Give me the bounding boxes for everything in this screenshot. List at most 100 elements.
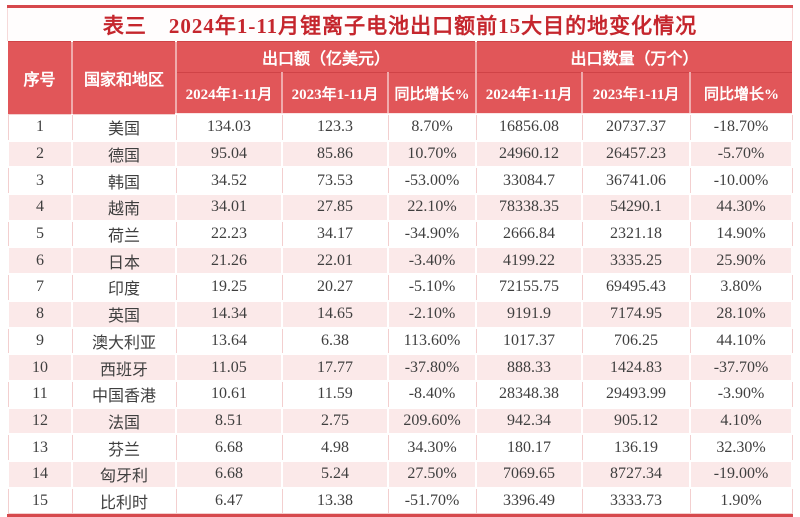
cell-value-2023: 73.53 [281,166,389,195]
cell-rank: 11 [7,380,73,409]
header-value-yoy: 同比增长% [386,72,477,115]
cell-value-2024: 8.51 [175,406,283,436]
cell-qty-2023: 7174.95 [581,299,692,329]
cell-value-2024: 34.52 [175,166,283,195]
cell-qty-yoy: -5.70% [689,139,794,169]
cell-qty-yoy: 44.30% [689,193,794,222]
cell-qty-yoy: 32.30% [689,433,793,462]
cell-qty-yoy: -18.70% [689,113,793,142]
table-row: 11 中国香港 10.61 11.59 -8.40% 28348.38 29493.99 -3… [7,380,793,409]
cell-country: 荷兰 [71,220,177,248]
cell-value-yoy: -51.70% [387,487,477,515]
cell-qty-2023: 8727.34 [581,459,692,489]
header-qty-2024: 2024年1-11月 [475,72,583,115]
cell-qty-2023: 1424.83 [581,353,692,382]
table-row: 15 比利时 6.47 13.38 -51.70% 3396.49 3333.73 1.90% [7,487,793,515]
table-row: 7 印度 19.25 20.27 -5.10% 72155.75 69495.43 3.80% [7,273,793,302]
cell-value-2023: 17.77 [281,353,389,382]
cell-qty-yoy: 4.10% [689,406,794,436]
cell-rank: 8 [7,299,73,329]
export-destinations-table: 序号 国家和地区 出口额（亿美元） 出口数量（万个） 2024年1-11月 20… [7,41,794,515]
cell-qty-yoy: 44.10% [689,327,793,355]
header-value-2024: 2024年1-11月 [175,72,282,115]
cell-qty-2024: 2666.84 [475,220,583,248]
cell-qty-2024: 33084.7 [475,166,583,195]
header-rank: 序号 [8,41,72,114]
cell-qty-2024: 9191.9 [475,299,584,329]
table-row: 13 芬兰 6.68 4.98 34.30% 180.17 136.19 32.30% [7,433,793,462]
cell-qty-2024: 24960.12 [475,139,584,169]
cell-qty-2023: 706.25 [581,327,691,355]
table-row: 4 越南 34.01 27.85 22.10% 78338.35 54290.1 44.30% [7,193,794,222]
cell-rank: 2 [7,139,73,169]
cell-value-yoy: -2.10% [386,299,478,329]
cell-country: 澳大利亚 [71,327,177,355]
cell-rank: 4 [7,193,73,222]
cell-qty-yoy: 28.10% [689,299,794,329]
cell-value-2024: 11.05 [175,353,283,382]
cell-country: 中国香港 [71,380,177,409]
cell-qty-yoy: 1.90% [689,487,793,515]
table-row: 5 荷兰 22.23 34.17 -34.90% 2666.84 2321.18 14.90% [7,220,793,248]
cell-qty-yoy: -10.00% [689,166,793,195]
cell-qty-2024: 16856.08 [475,113,583,142]
cell-qty-2023: 69495.43 [581,273,691,302]
cell-qty-2023: 20737.37 [581,113,691,142]
cell-country: 印度 [71,273,177,302]
cell-qty-2024: 942.34 [475,406,584,436]
cell-value-2024: 21.26 [175,246,283,276]
cell-rank: 15 [7,487,73,515]
table-row: 1 美国 134.03 123.3 8.70% 16856.08 20737.37 -18.7… [7,113,793,142]
header-group-export-value: 出口额（亿美元） [174,41,477,73]
cell-country: 日本 [71,246,177,276]
header-qty-yoy: 同比增长% [689,72,793,115]
cell-value-2024: 22.23 [175,220,283,248]
cell-value-2023: 6.38 [281,327,389,355]
cell-value-2023: 4.98 [281,433,389,462]
cell-qty-yoy: 25.90% [689,246,794,276]
cell-value-yoy: 27.50% [386,459,478,489]
cell-qty-yoy: 14.90% [689,220,793,248]
cell-country: 匈牙利 [71,459,177,489]
cell-value-2023: 123.3 [281,113,389,142]
cell-value-2023: 2.75 [281,406,389,436]
cell-value-yoy: -34.90% [387,220,477,248]
cell-value-2024: 13.64 [175,327,283,355]
cell-qty-2023: 26457.23 [581,139,692,169]
cell-qty-2023: 136.19 [581,433,691,462]
cell-qty-2023: 29493.99 [581,380,691,409]
cell-qty-2024: 1017.37 [475,327,583,355]
header-group-export-quantity: 出口数量（万个） [475,41,793,73]
cell-rank: 7 [7,273,73,302]
cell-rank: 12 [7,406,73,436]
cell-value-yoy: 8.70% [387,113,477,142]
cell-qty-2024: 72155.75 [475,273,583,302]
cell-qty-2023: 2321.18 [581,220,691,248]
table-row: 12 法国 8.51 2.75 209.60% 942.34 905.12 4.10% [7,406,794,436]
cell-rank: 13 [7,433,73,462]
table-frame: 表三 2024年1-11月锂离子电池出口额前15大目的地变化情况 序号 国家和地… [7,5,794,517]
cell-value-yoy: -53.00% [387,166,477,195]
table-row: 3 韩国 34.52 73.53 -53.00% 33084.7 36741.06 -10.0… [7,166,793,195]
table-row: 2 德国 95.04 85.86 10.70% 24960.12 26457.23 -5.70… [7,139,794,169]
header-value-2023: 2023年1-11月 [281,72,388,115]
cell-rank: 9 [7,327,73,355]
cell-value-yoy: -3.40% [386,246,478,276]
cell-value-2024: 14.34 [175,299,283,329]
cell-value-2023: 20.27 [281,273,389,302]
cell-qty-2023: 36741.06 [581,166,691,195]
cell-value-2023: 11.59 [281,380,389,409]
cell-value-2023: 13.38 [281,487,389,515]
cell-value-yoy: 22.10% [386,193,478,222]
table-header: 序号 国家和地区 出口额（亿美元） 出口数量（万个） 2024年1-11月 20… [8,41,793,115]
cell-rank: 1 [7,113,73,142]
header-qty-2023: 2023年1-11月 [581,72,691,115]
cell-value-2023: 5.24 [281,459,389,489]
cell-country: 英国 [71,299,177,329]
header-country: 国家和地区 [71,41,176,114]
cell-qty-2024: 180.17 [475,433,583,462]
cell-value-yoy: 10.70% [386,139,478,169]
cell-value-2024: 95.04 [175,139,283,169]
cell-country: 韩国 [71,166,177,195]
table-number-label: 表三 [102,13,147,38]
